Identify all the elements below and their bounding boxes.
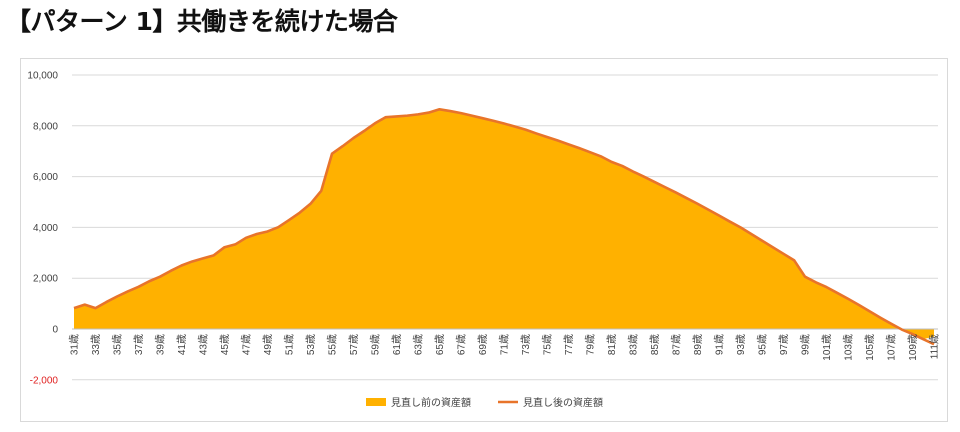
x-tick-label: 47歳 bbox=[241, 334, 253, 355]
x-tick-label: 105歳 bbox=[864, 334, 876, 361]
x-tick-label: 101歳 bbox=[821, 334, 833, 361]
x-tick-label: 65歳 bbox=[434, 334, 446, 355]
page-title: 【パターン 1】共働きを続けた場合 bbox=[6, 7, 398, 36]
y-tick-label: 4,000 bbox=[33, 223, 58, 234]
series-line-after bbox=[73, 107, 935, 346]
y-tick-label: 2,000 bbox=[33, 274, 58, 285]
legend-swatch-before bbox=[366, 398, 386, 406]
x-tick-label: 91歳 bbox=[714, 334, 726, 355]
x-tick-label: 41歳 bbox=[176, 334, 188, 355]
x-tick-label: 73歳 bbox=[520, 334, 532, 355]
x-tick-label: 83歳 bbox=[628, 334, 640, 355]
x-tick-label: 55歳 bbox=[327, 334, 339, 355]
x-tick-label: 89歳 bbox=[692, 334, 704, 355]
y-tick-label: -2,000 bbox=[30, 375, 59, 386]
x-tick-label: 63歳 bbox=[413, 334, 425, 355]
x-tick-label: 53歳 bbox=[305, 334, 317, 355]
series-area-before bbox=[74, 109, 934, 340]
x-tick-label: 111歳 bbox=[929, 334, 941, 359]
x-tick-label: 61歳 bbox=[391, 334, 403, 355]
x-tick-label: 57歳 bbox=[348, 334, 360, 355]
x-tick-label: 77歳 bbox=[563, 334, 575, 355]
legend-label-after: 見直し後の資産額 bbox=[523, 396, 603, 409]
x-tick-label: 31歳 bbox=[69, 334, 81, 355]
y-tick-label: 10,000 bbox=[27, 71, 58, 82]
x-tick-label: 97歳 bbox=[778, 334, 790, 355]
x-tick-label: 59歳 bbox=[370, 334, 382, 355]
x-tick-label: 103歳 bbox=[843, 334, 855, 361]
y-tick-label: 0 bbox=[52, 325, 58, 336]
x-tick-label: 79歳 bbox=[585, 334, 597, 355]
x-tick-label: 37歳 bbox=[133, 334, 145, 355]
y-tick-label: 8,000 bbox=[33, 121, 58, 132]
x-tick-label: 71歳 bbox=[499, 334, 511, 355]
x-tick-label: 51歳 bbox=[284, 334, 296, 355]
x-tick-label: 39歳 bbox=[155, 334, 167, 355]
x-tick-label: 43歳 bbox=[198, 334, 210, 355]
x-tick-label: 75歳 bbox=[542, 334, 554, 355]
x-tick-label: 81歳 bbox=[606, 334, 618, 355]
x-tick-label: 107歳 bbox=[886, 334, 898, 361]
x-tick-label: 33歳 bbox=[90, 334, 102, 355]
x-tick-label: 87歳 bbox=[671, 334, 683, 355]
x-tick-label: 35歳 bbox=[112, 334, 124, 355]
x-tick-label: 93歳 bbox=[735, 334, 747, 355]
legend-label-before: 見直し前の資産額 bbox=[391, 396, 471, 409]
x-tick-label: 69歳 bbox=[477, 334, 489, 355]
y-tick-label: 6,000 bbox=[33, 172, 58, 183]
x-tick-label: 45歳 bbox=[219, 334, 231, 355]
x-tick-label: 109歳 bbox=[907, 334, 919, 361]
x-tick-label: 85歳 bbox=[649, 334, 661, 355]
x-tick-label: 49歳 bbox=[262, 334, 274, 355]
x-tick-label: 67歳 bbox=[456, 334, 468, 355]
x-tick-label: 95歳 bbox=[757, 334, 769, 355]
x-tick-label: 99歳 bbox=[800, 334, 812, 355]
